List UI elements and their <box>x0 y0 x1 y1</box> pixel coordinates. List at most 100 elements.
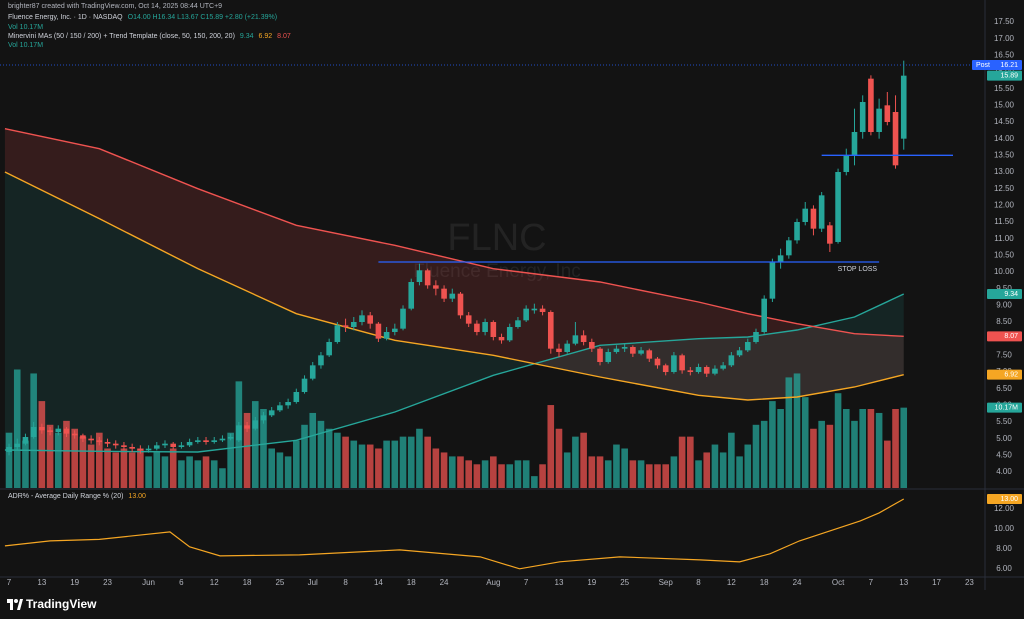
y-tick-label: 5.50 <box>996 417 1012 426</box>
volume-bar <box>547 405 555 488</box>
volume-bar <box>785 377 793 488</box>
candle-body <box>318 355 324 366</box>
candle-body <box>843 155 850 172</box>
x-tick-label: 23 <box>965 578 974 587</box>
candle-body <box>851 132 858 156</box>
x-tick-label: 23 <box>103 578 112 587</box>
y-tick-label: 10.50 <box>994 250 1015 259</box>
candle-body <box>260 415 267 421</box>
y-tick-label: 17.50 <box>994 17 1015 26</box>
volume-bar <box>481 460 489 488</box>
y-tick-label: 13.00 <box>994 167 1015 176</box>
volume-bar <box>128 452 136 488</box>
volume-bar <box>900 407 908 488</box>
candle-body <box>178 445 185 447</box>
candle-body <box>892 112 899 166</box>
candle-body <box>523 308 529 321</box>
volume-bar <box>358 444 366 488</box>
x-tick-label: Oct <box>832 578 845 587</box>
volume-bar <box>531 476 538 488</box>
candle-body <box>884 105 891 122</box>
post-value: 16.21 <box>1000 62 1018 69</box>
candle-body <box>539 308 546 312</box>
volume-bar <box>440 452 448 488</box>
volume-bar <box>71 428 78 488</box>
volume-bar <box>375 448 382 488</box>
volume-bar <box>826 424 834 488</box>
candle-body <box>170 443 176 447</box>
y-tick-label: 11.50 <box>994 217 1014 226</box>
ma-band <box>4 172 904 452</box>
volume-bar <box>572 436 579 488</box>
volume-bar <box>301 424 308 488</box>
volume-bar <box>580 432 587 488</box>
volume-bar <box>432 448 440 488</box>
candle-body <box>703 367 710 374</box>
candle-body <box>465 315 472 324</box>
candle-body <box>572 335 579 344</box>
footer: TradingView <box>0 590 1024 619</box>
candle-body <box>441 288 447 299</box>
volume-bar <box>851 420 858 488</box>
adr-tick-label: 8.00 <box>996 544 1012 553</box>
ma-value: 6.92 <box>258 33 273 40</box>
volume-bar <box>309 412 317 488</box>
volume-bar <box>210 460 218 488</box>
candle-body <box>293 392 300 402</box>
volume-bar <box>604 460 612 488</box>
y-tick-label: 17.00 <box>994 34 1015 43</box>
candle-body <box>104 442 111 444</box>
candle-body <box>367 315 373 324</box>
candle-body <box>326 342 332 356</box>
volume-bar <box>859 409 866 488</box>
candle-body <box>342 325 349 327</box>
candle-body <box>408 282 415 309</box>
volume-bar <box>793 373 801 488</box>
y-tick-label: 16.50 <box>994 50 1015 59</box>
volume-bar <box>137 448 144 488</box>
candle-body <box>137 448 144 451</box>
candle-body <box>802 208 809 222</box>
volume-bar <box>637 460 645 488</box>
volume-bar <box>448 456 456 488</box>
volume-bar <box>268 448 275 488</box>
volume-bar <box>539 464 546 488</box>
volume-bar <box>104 448 111 488</box>
volume-bar <box>719 452 727 488</box>
volume-bar <box>752 424 760 488</box>
x-tick-label: 17 <box>932 578 941 587</box>
volume-last-value: 10.17M <box>995 405 1019 412</box>
candle-body <box>621 347 628 349</box>
candle-body <box>646 350 653 359</box>
volume-bar <box>38 401 46 488</box>
candle-body <box>794 222 800 241</box>
adr-tick-label: 10.00 <box>994 524 1015 533</box>
candle-body <box>597 348 603 362</box>
volume-bar <box>465 460 472 488</box>
symbol-title: Fluence Energy, Inc. · 1D · NASDAQ <box>8 14 123 21</box>
volume-bar <box>834 393 842 488</box>
y-tick-label: 4.50 <box>996 450 1012 459</box>
ma-last-value-box <box>987 369 1022 380</box>
x-tick-label: 25 <box>275 578 284 587</box>
volume-bar <box>892 409 899 488</box>
candle-body <box>728 355 735 366</box>
y-tick-label: 14.50 <box>994 117 1015 126</box>
x-tick-label: 19 <box>587 578 596 587</box>
candle-body <box>638 350 644 354</box>
candle-body <box>482 322 488 332</box>
volume-bar <box>670 456 678 488</box>
candle-body <box>121 445 127 447</box>
x-tick-label: Jul <box>308 578 318 587</box>
volume-bar <box>219 468 226 488</box>
adr-value: 13.00 <box>128 493 146 500</box>
candle-body <box>859 102 866 132</box>
background <box>0 0 1024 590</box>
volume-bar <box>383 440 390 488</box>
volume-bar <box>202 456 210 488</box>
candle-body <box>252 420 259 429</box>
candle-body <box>695 367 702 372</box>
candle-body <box>506 327 513 341</box>
candle-body <box>786 240 792 256</box>
x-tick-label: Sep <box>659 578 674 587</box>
